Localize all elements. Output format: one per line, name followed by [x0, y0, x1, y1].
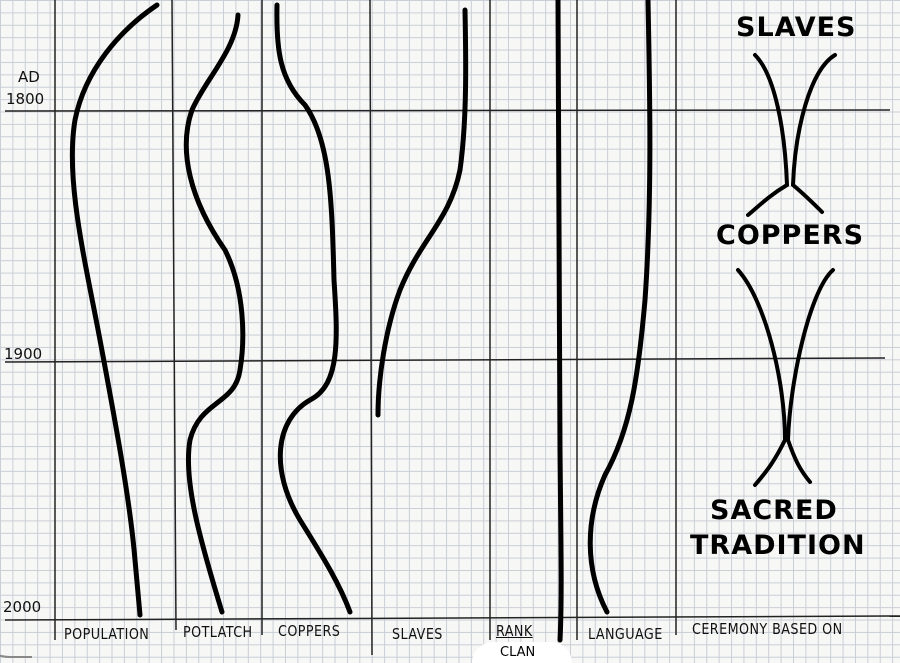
population-curve — [69, 2, 160, 618]
label-slaves: SLAVES — [392, 625, 443, 643]
y-tick-1800: 1800 — [6, 90, 45, 108]
line-1900 — [4, 357, 886, 363]
arrow-slaves-left — [746, 53, 790, 217]
label-clan: CLAN — [500, 645, 536, 660]
label-language: LANGUAGE — [588, 625, 663, 643]
coppers-curve — [274, 2, 353, 615]
label-potlatch: POTLATCH — [183, 623, 253, 641]
label-ceremony: CEREMONY BASED ON — [692, 620, 843, 638]
line-1800 — [4, 109, 891, 112]
clan-patch — [472, 642, 572, 663]
diagram-slaves: SLAVES — [736, 12, 857, 43]
label-coppers: COPPERS — [278, 622, 341, 640]
label-population: POPULATION — [64, 625, 150, 643]
diagram-tradition: TRADITION — [690, 530, 866, 561]
arrow-slaves-right — [790, 53, 837, 214]
diagram-sacred: SACRED — [710, 495, 838, 526]
arrow-coppers-right — [785, 268, 835, 484]
column-divider — [369, 0, 373, 656]
slaves-curve — [375, 7, 469, 418]
y-axis-prefix: AD — [18, 68, 40, 86]
column-divider — [171, 0, 177, 631]
rank-curve — [555, 0, 564, 643]
label-rank: RANK — [496, 622, 533, 640]
diagram-coppers: COPPERS — [716, 220, 865, 251]
y-tick-2000: 2000 — [3, 598, 42, 616]
language-curve — [587, 0, 653, 615]
y-tick-1900: 1900 — [4, 345, 43, 363]
potlatch-curve — [183, 12, 246, 615]
arrow-coppers-left — [736, 268, 788, 487]
paper-corner — [0, 600, 32, 658]
baseline-2000 — [4, 615, 900, 621]
